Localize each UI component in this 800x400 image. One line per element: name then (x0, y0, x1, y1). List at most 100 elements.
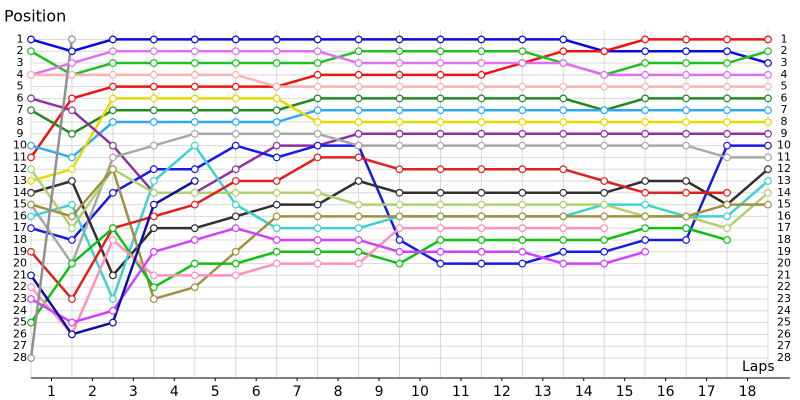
point (477, 129, 486, 138)
point (68, 59, 76, 67)
point (190, 129, 199, 138)
point (231, 70, 240, 79)
y-tick-label: 9 (17, 127, 24, 140)
point (395, 59, 404, 67)
point (641, 236, 650, 244)
point (354, 47, 363, 56)
point (764, 94, 772, 103)
point (313, 118, 322, 126)
x-tick-label: 8 (334, 384, 343, 400)
y-tick-label-right: 20 (777, 257, 791, 270)
point (149, 70, 158, 79)
point (27, 165, 35, 174)
point (27, 212, 35, 221)
point (764, 70, 772, 79)
point (723, 82, 731, 91)
point (723, 47, 731, 56)
x-tick-label: 5 (211, 384, 220, 400)
point (231, 200, 240, 209)
y-tick-label-right: 17 (777, 221, 791, 234)
point (313, 153, 322, 162)
point (354, 259, 363, 268)
y-tick-label: 15 (13, 198, 27, 211)
point (395, 70, 404, 79)
point (149, 212, 158, 221)
point (559, 188, 568, 197)
point (108, 70, 117, 79)
point (477, 141, 486, 150)
point (27, 295, 35, 303)
point (436, 247, 445, 256)
point (272, 200, 281, 209)
point (477, 35, 486, 44)
point (682, 70, 691, 79)
point (313, 82, 322, 91)
point (68, 47, 76, 56)
y-tick-label: 6 (17, 91, 24, 104)
point (559, 106, 568, 115)
point (149, 283, 158, 292)
y-tick-label-right: 4 (781, 68, 788, 81)
y-axis-title: Position (4, 7, 66, 26)
point (190, 141, 199, 150)
x-tick-label: 2 (88, 384, 97, 400)
x-tick-label: 4 (170, 384, 179, 400)
point (559, 118, 568, 126)
point (395, 200, 404, 209)
point (272, 129, 281, 138)
point (149, 94, 158, 103)
point (108, 82, 117, 91)
point (149, 118, 158, 126)
y-tick-label-right: 11 (777, 150, 791, 163)
point (395, 94, 404, 103)
point (27, 177, 35, 185)
point (518, 236, 527, 244)
point (559, 224, 568, 233)
point (313, 141, 322, 150)
point (477, 70, 486, 79)
x-tick-label: 14 (575, 384, 593, 400)
x-tick-label: 3 (129, 384, 138, 400)
y-tick-label: 23 (13, 292, 27, 305)
point (395, 188, 404, 197)
point (600, 200, 609, 209)
point (231, 259, 240, 268)
y-tick-label-right: 27 (777, 339, 791, 352)
x-tick-label: 6 (252, 384, 261, 400)
y-tick-label-right: 5 (781, 80, 788, 93)
point (354, 82, 363, 91)
point (231, 212, 240, 221)
point (190, 271, 199, 280)
point (313, 236, 322, 244)
point (723, 129, 731, 138)
point (723, 118, 731, 126)
point (395, 224, 404, 233)
point (68, 94, 76, 103)
point (68, 129, 76, 138)
point (108, 94, 117, 103)
point (436, 118, 445, 126)
point (313, 247, 322, 256)
point (436, 59, 445, 67)
point (518, 165, 527, 174)
point (682, 129, 691, 138)
point (641, 129, 650, 138)
point (682, 177, 691, 185)
y-tick-label-right: 13 (777, 174, 791, 187)
point (231, 59, 240, 67)
point (518, 47, 527, 56)
point (436, 141, 445, 150)
point (27, 283, 35, 292)
point (477, 188, 486, 197)
x-tick-label: 1 (47, 384, 56, 400)
point (231, 188, 240, 197)
y-tick-label: 28 (13, 351, 27, 364)
point (436, 47, 445, 56)
point (354, 94, 363, 103)
point (149, 224, 158, 233)
point (68, 318, 76, 327)
y-tick-label: 1 (17, 32, 24, 45)
y-tick-label-right: 14 (777, 186, 791, 199)
point (354, 177, 363, 185)
y-tick-label: 13 (13, 174, 27, 187)
